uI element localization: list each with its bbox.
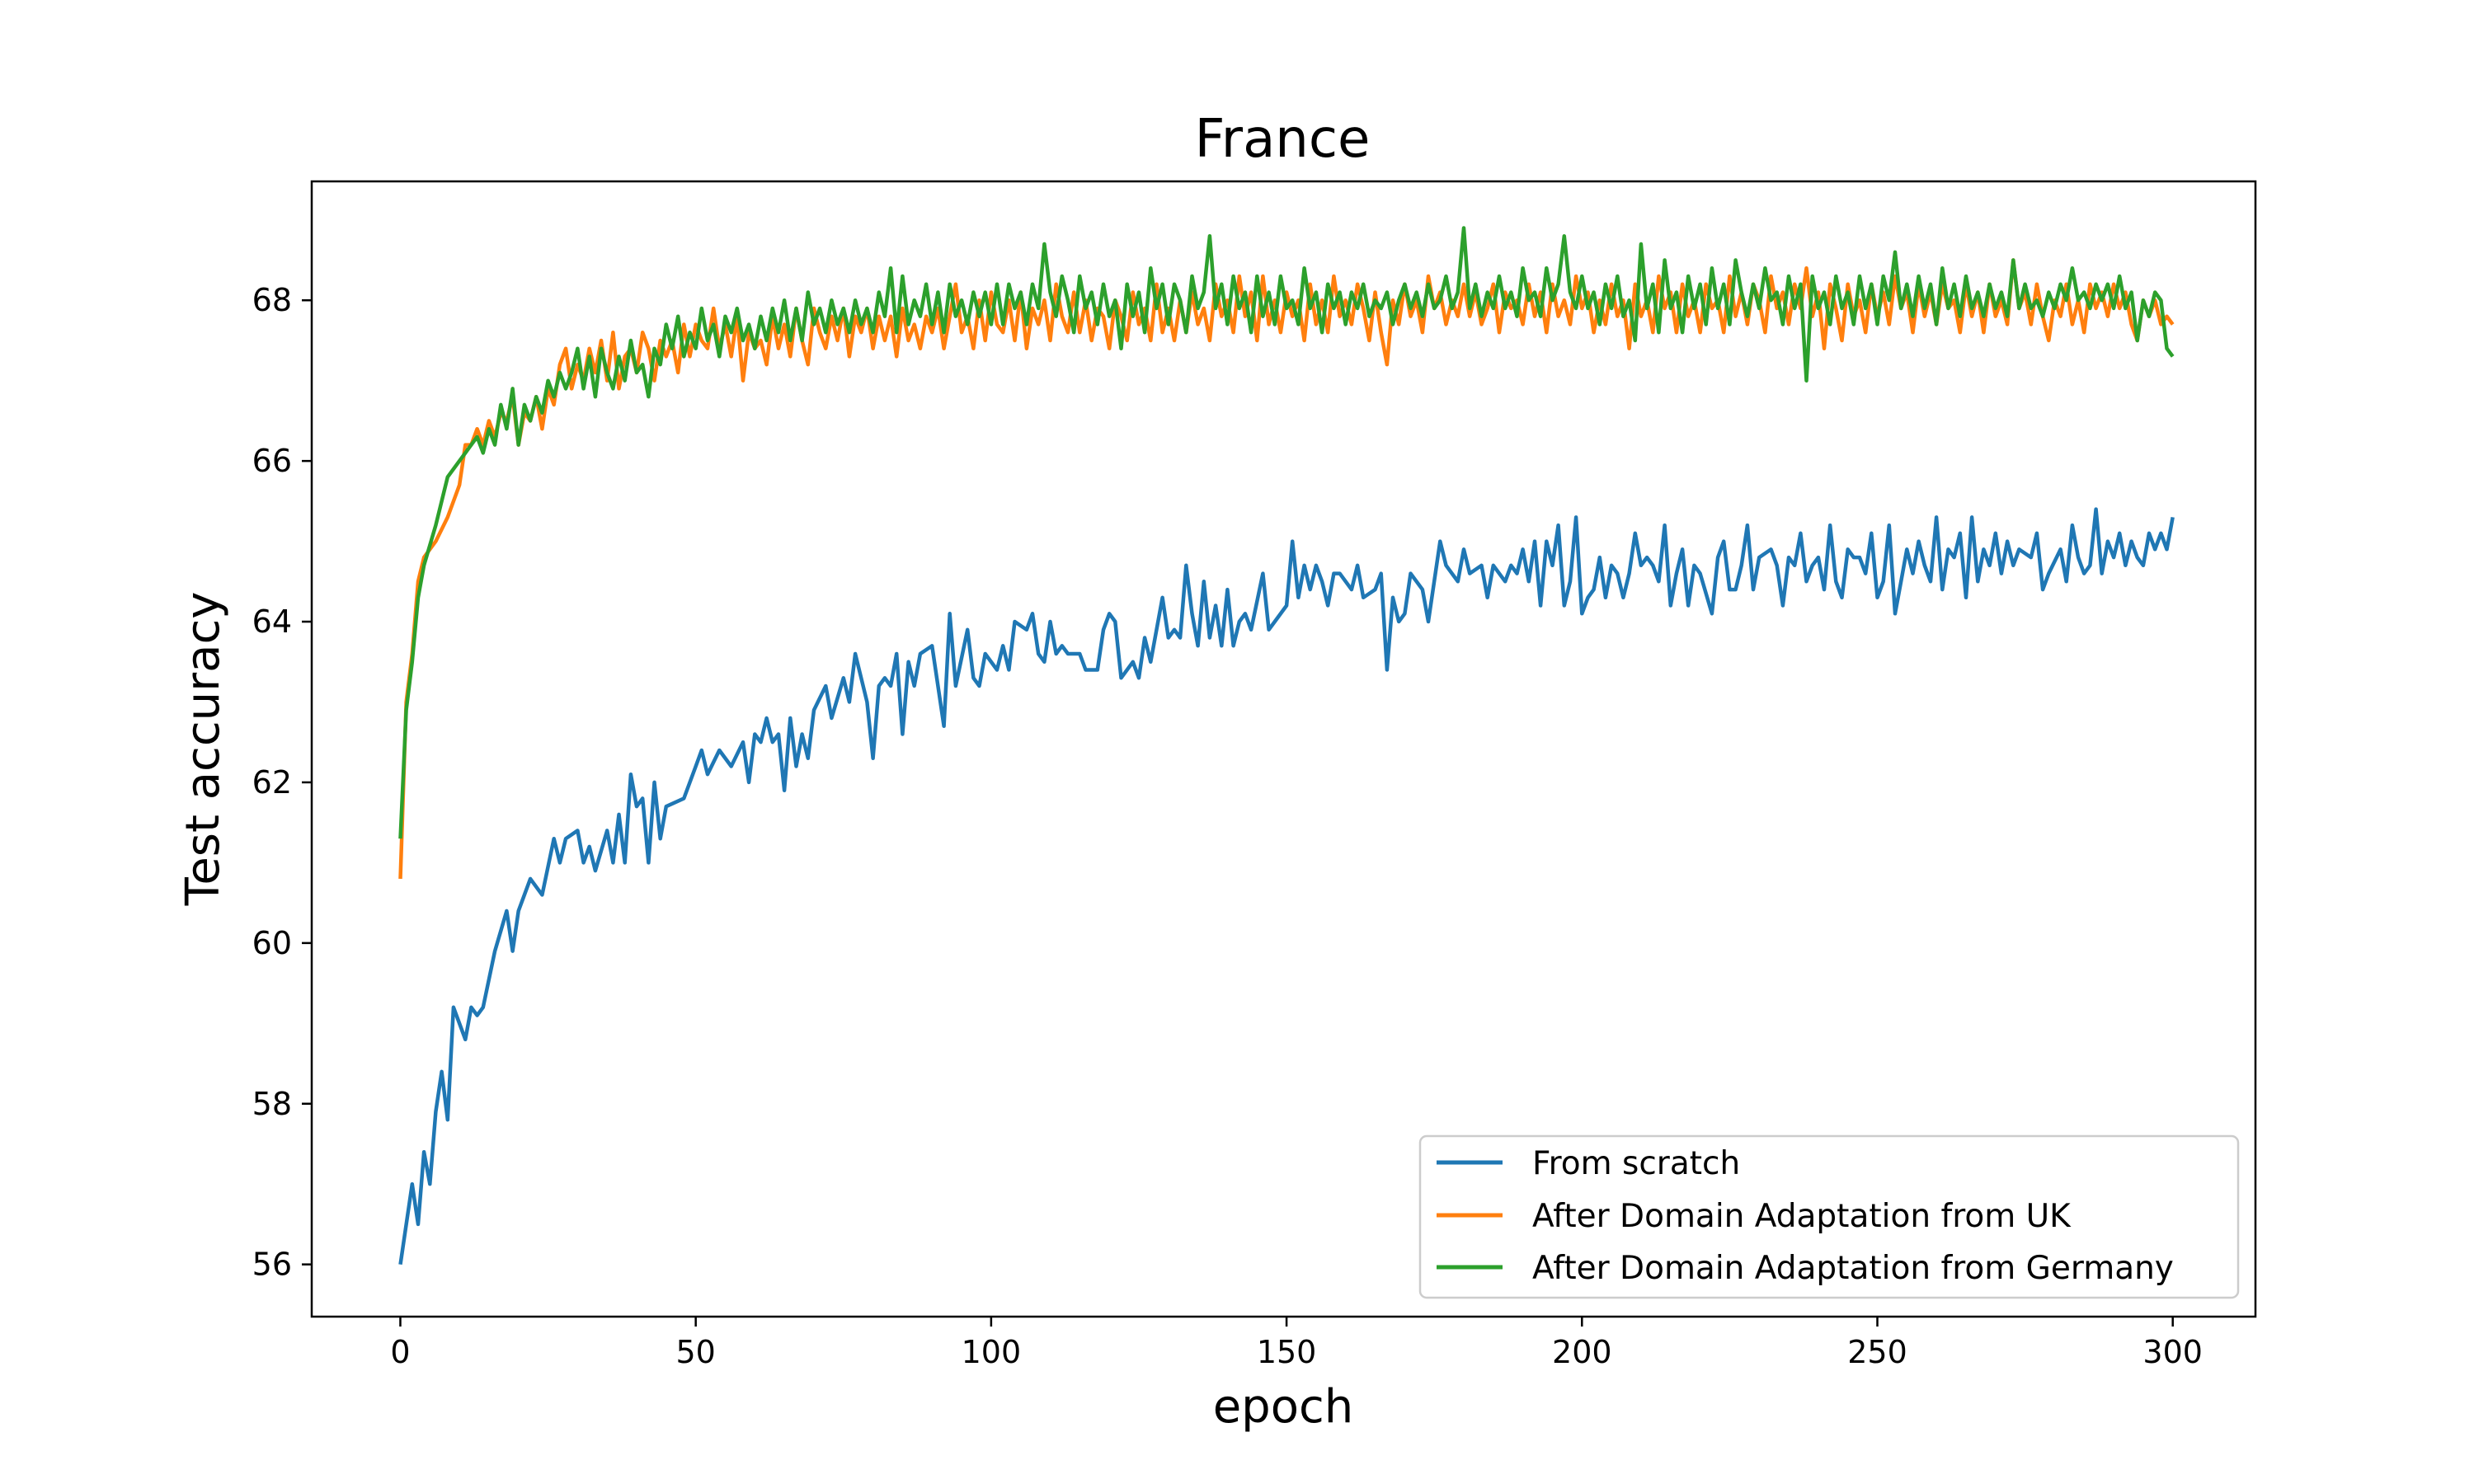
x-tick-label: 0 [390,1334,410,1370]
x-tick-label: 50 [675,1334,715,1370]
y-tick-label: 62 [252,764,292,801]
y-tick-label: 56 [252,1247,292,1283]
y-axis-label: Test accuracy [176,592,230,907]
y-tick-label: 66 [252,443,292,479]
y-tick-label: 60 [252,925,292,961]
y-tick-label: 64 [252,603,292,640]
x-axis-label: epoch [1213,1380,1354,1434]
legend-label-from-scratch: From scratch [1532,1145,1740,1182]
x-axis-ticks: 0 50 100 150 200 250 300 [390,1317,2203,1370]
x-tick-label: 250 [1847,1334,1907,1370]
x-tick-label: 200 [1552,1334,1612,1370]
chart-title: France [1195,109,1371,170]
series-line-0 [398,507,2175,1266]
y-tick-label: 68 [252,282,292,318]
x-tick-label: 300 [2142,1334,2203,1370]
legend: From scratch After Domain Adaptation fro… [1418,1134,2240,1299]
series-line-2 [398,226,2175,839]
x-tick-label: 150 [1257,1334,1317,1370]
series-layer [398,226,2175,1266]
y-axis-ticks: 56 58 60 62 64 66 68 [252,282,312,1283]
legend-label-uk: After Domain Adaptation from UK [1532,1198,2072,1235]
legend-label-germany: After Domain Adaptation from Germany [1532,1250,2174,1287]
x-tick-label: 100 [962,1334,1022,1370]
y-tick-label: 58 [252,1086,292,1122]
legend-box [1418,1134,2240,1299]
plot-frame [310,180,2257,1318]
